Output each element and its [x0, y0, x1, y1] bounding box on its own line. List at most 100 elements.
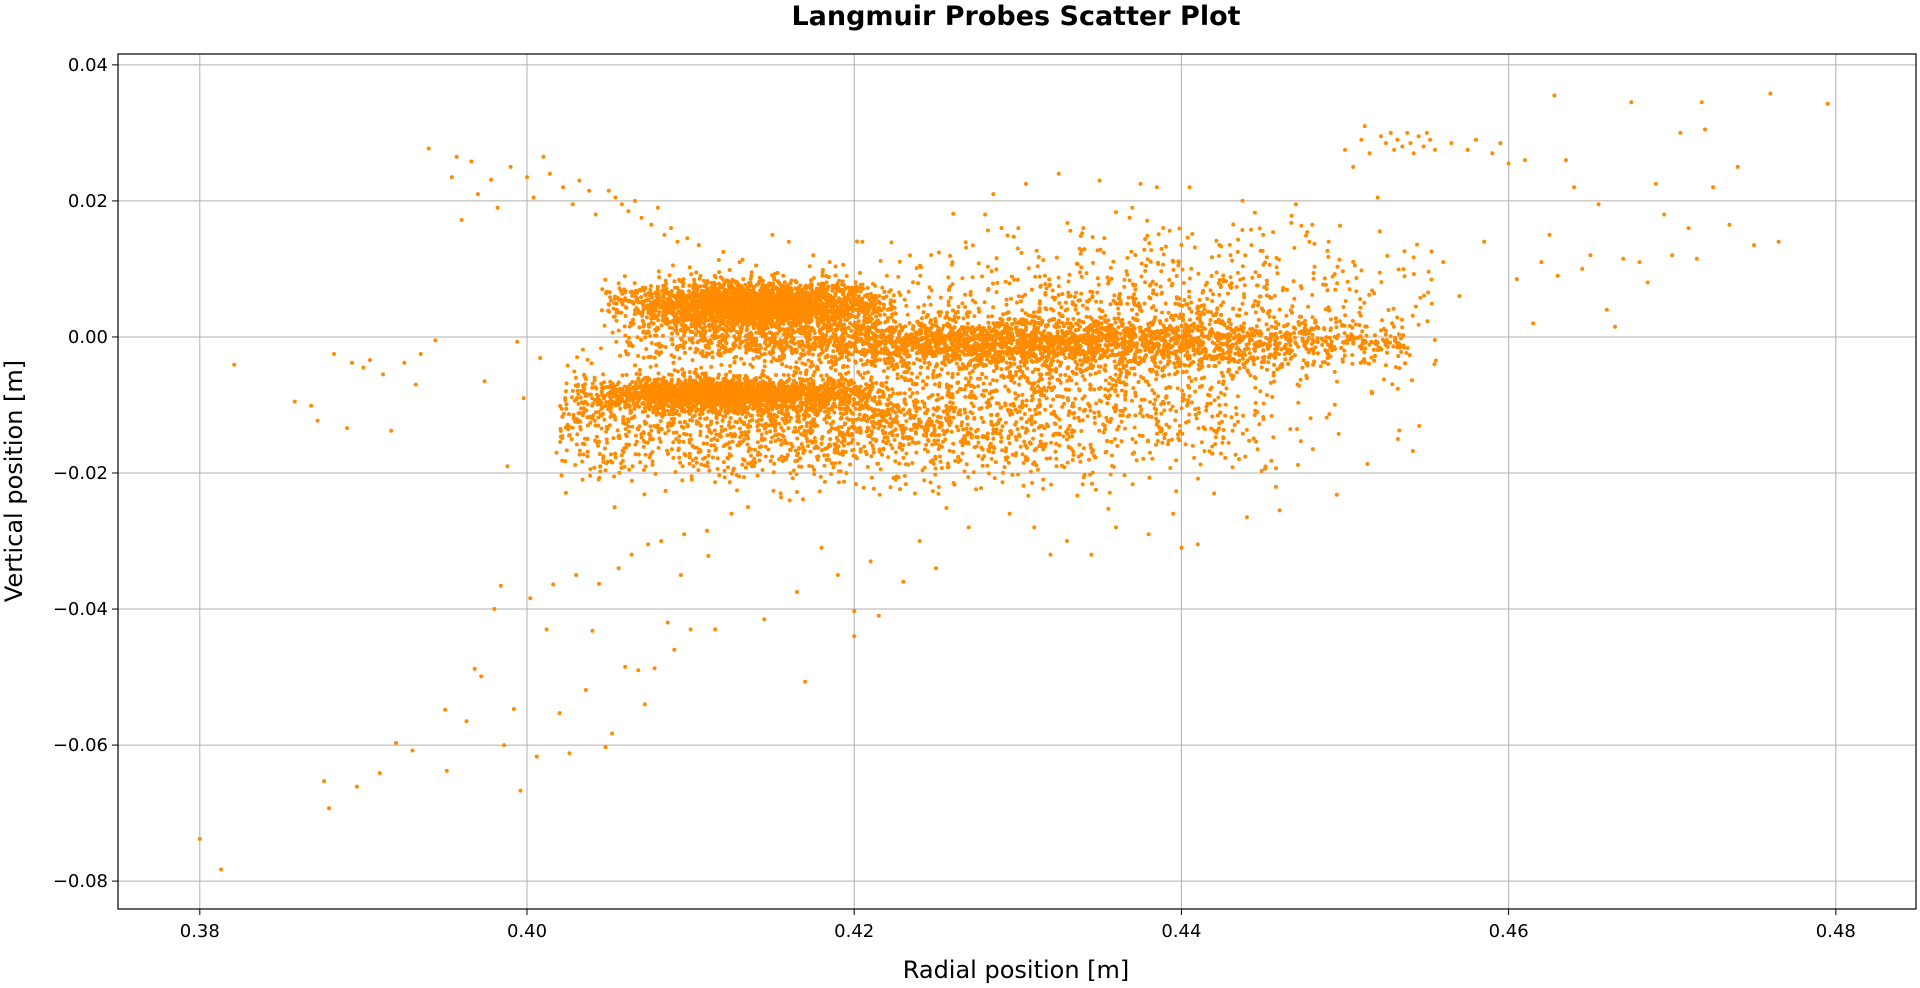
- data-point: [640, 313, 645, 318]
- data-point: [669, 306, 674, 311]
- data-point: [616, 328, 621, 333]
- data-point: [885, 319, 890, 324]
- data-point: [1089, 552, 1094, 557]
- data-point: [841, 262, 846, 267]
- data-point: [608, 295, 613, 300]
- data-point: [345, 426, 349, 431]
- data-point: [611, 306, 616, 311]
- data-point: [1547, 232, 1552, 237]
- data-point: [811, 276, 816, 280]
- data-point: [426, 146, 431, 151]
- data-point: [561, 185, 565, 190]
- data-point: [1261, 232, 1266, 237]
- data-point: [803, 312, 807, 317]
- data-point: [616, 566, 621, 571]
- data-point: [670, 326, 674, 331]
- data-point: [877, 294, 882, 298]
- data-point: [875, 310, 880, 314]
- data-point: [1416, 134, 1421, 139]
- data-point: [769, 307, 774, 312]
- data-point: [511, 707, 516, 711]
- data-point: [734, 281, 739, 286]
- data-point: [705, 528, 709, 533]
- data-point: [640, 310, 645, 314]
- data-point: [693, 285, 698, 290]
- data-point: [690, 358, 695, 363]
- data-point: [643, 292, 648, 297]
- data-point: [812, 331, 817, 335]
- data-point: [819, 545, 824, 550]
- data-point: [887, 289, 892, 294]
- data-point: [684, 297, 689, 302]
- data-point: [707, 313, 712, 317]
- data-point: [786, 239, 791, 244]
- data-point: [309, 403, 314, 408]
- data-point: [751, 324, 756, 329]
- data-point: [1580, 266, 1585, 271]
- data-point: [662, 232, 667, 237]
- data-point: [793, 278, 798, 283]
- data-point: [197, 836, 202, 841]
- data-point: [841, 312, 846, 317]
- data-point: [616, 281, 621, 286]
- data-point: [443, 707, 448, 712]
- data-point: [728, 301, 732, 306]
- data-point: [1179, 545, 1184, 550]
- data-point: [644, 347, 649, 351]
- data-point: [1112, 359, 1117, 364]
- data-point: [669, 299, 674, 304]
- data-point: [687, 289, 691, 294]
- data-point: [703, 303, 707, 308]
- data-point: [703, 295, 708, 300]
- data-point: [1539, 260, 1544, 265]
- data-point: [1032, 310, 1036, 315]
- data-point: [701, 278, 706, 283]
- data-point: [381, 372, 385, 377]
- data-point: [726, 279, 731, 284]
- data-point: [832, 303, 837, 307]
- data-point: [739, 356, 744, 361]
- data-point: [1081, 226, 1086, 231]
- data-point: [619, 202, 624, 207]
- data-point: [764, 288, 769, 293]
- data-point: [746, 298, 751, 303]
- data-point: [626, 209, 631, 214]
- data-point: [547, 171, 552, 176]
- data-point: [775, 279, 780, 284]
- data-point: [885, 316, 890, 321]
- data-point: [746, 322, 751, 327]
- data-point: [354, 784, 359, 789]
- data-point: [1588, 253, 1593, 258]
- data-point: [771, 311, 776, 316]
- data-point: [860, 239, 865, 244]
- data-point: [1465, 147, 1470, 152]
- data-point: [817, 296, 822, 301]
- data-point: [583, 688, 588, 692]
- data-point: [623, 289, 628, 293]
- data-point: [827, 293, 831, 298]
- data-point: [617, 286, 622, 291]
- data-point: [782, 280, 787, 285]
- data-point: [843, 286, 848, 291]
- data-point: [756, 281, 761, 286]
- data-point: [719, 303, 724, 308]
- data-point: [698, 273, 703, 278]
- data-point: [602, 323, 607, 328]
- data-point: [759, 316, 764, 321]
- data-point: [646, 324, 651, 329]
- data-point: [472, 666, 477, 671]
- data-point: [881, 295, 886, 300]
- data-point: [773, 321, 778, 326]
- data-point: [878, 313, 882, 317]
- data-point: [827, 260, 832, 265]
- data-point: [678, 573, 683, 577]
- data-point: [567, 751, 572, 756]
- data-point: [1552, 93, 1557, 98]
- data-point: [882, 312, 887, 317]
- data-point: [762, 617, 767, 622]
- data-point: [659, 323, 664, 328]
- data-point: [910, 345, 915, 350]
- data-point: [917, 539, 922, 543]
- data-point: [689, 272, 694, 277]
- data-point: [682, 330, 687, 335]
